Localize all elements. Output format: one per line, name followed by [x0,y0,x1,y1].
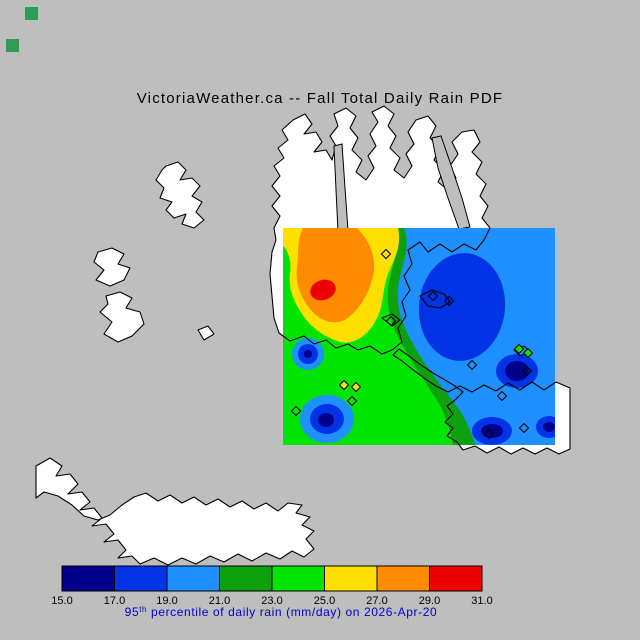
corner-marker-1 [25,7,38,20]
low-cell-west-core [304,350,312,358]
colorbar-segment-1 [61,565,115,592]
station-marker [521,365,533,377]
station-marker [443,295,455,307]
station-marker [427,290,439,302]
colorbar-tick-17: 17.0 [104,595,125,607]
colorbar-segment-5 [271,565,325,592]
colorbar-tick-15: 15.0 [51,595,72,607]
figure-title: VictoriaWeather.ca -- Fall Total Daily R… [137,90,504,107]
low-cell-southeast-1-core [505,361,529,381]
station-marker [290,405,302,417]
station-marker [518,422,530,434]
low-cell-southwest-core [318,413,334,427]
colorbar-segment-3 [166,565,220,592]
contour-band-29-31 [310,279,336,301]
colorbar-tick-31: 31.0 [471,595,492,607]
contour-field [283,228,555,445]
station-marker [483,428,495,440]
station-marker [522,347,534,359]
caption-text: percentile of daily rain (mm/day) on 202… [147,605,437,619]
low-cell-southeast-3-core [543,422,555,432]
low-cell-east [418,253,506,361]
station-marker [380,248,392,260]
colorbar-tick-29: 29.0 [419,595,440,607]
caption-number: 95 [125,605,140,619]
station-marker [338,379,350,391]
colorbar-tick-19: 19.0 [156,595,177,607]
colorbar-caption: 95th percentile of daily rain (mm/day) o… [125,605,438,619]
caption-superscript: th [139,605,147,614]
station-marker [346,395,358,407]
colorbar-segment-8 [429,565,483,592]
colorbar-tick-25: 25.0 [314,595,335,607]
station-marker [496,390,508,402]
station-marker [466,359,478,371]
low-cell-southeast-2-core [481,424,503,438]
station-marker [513,343,525,355]
colorbar-segment-4 [219,565,273,592]
colorbar-tick-21: 21.0 [209,595,230,607]
station-marker [385,315,397,327]
colorbar-segment-2 [114,565,168,592]
corner-marker-2 [6,39,19,52]
station-markers [290,248,534,440]
colorbar-tick-23: 23.0 [261,595,282,607]
station-marker [350,381,362,393]
colorbar-segment-7 [376,565,430,592]
colorbar-segment-6 [324,565,378,592]
inlet-channel-2 [431,135,471,230]
colorbar: 15.0 17.0 19.0 21.0 23.0 25.0 27.0 29.0 … [51,565,493,607]
colorbar-tick-27: 27.0 [366,595,387,607]
